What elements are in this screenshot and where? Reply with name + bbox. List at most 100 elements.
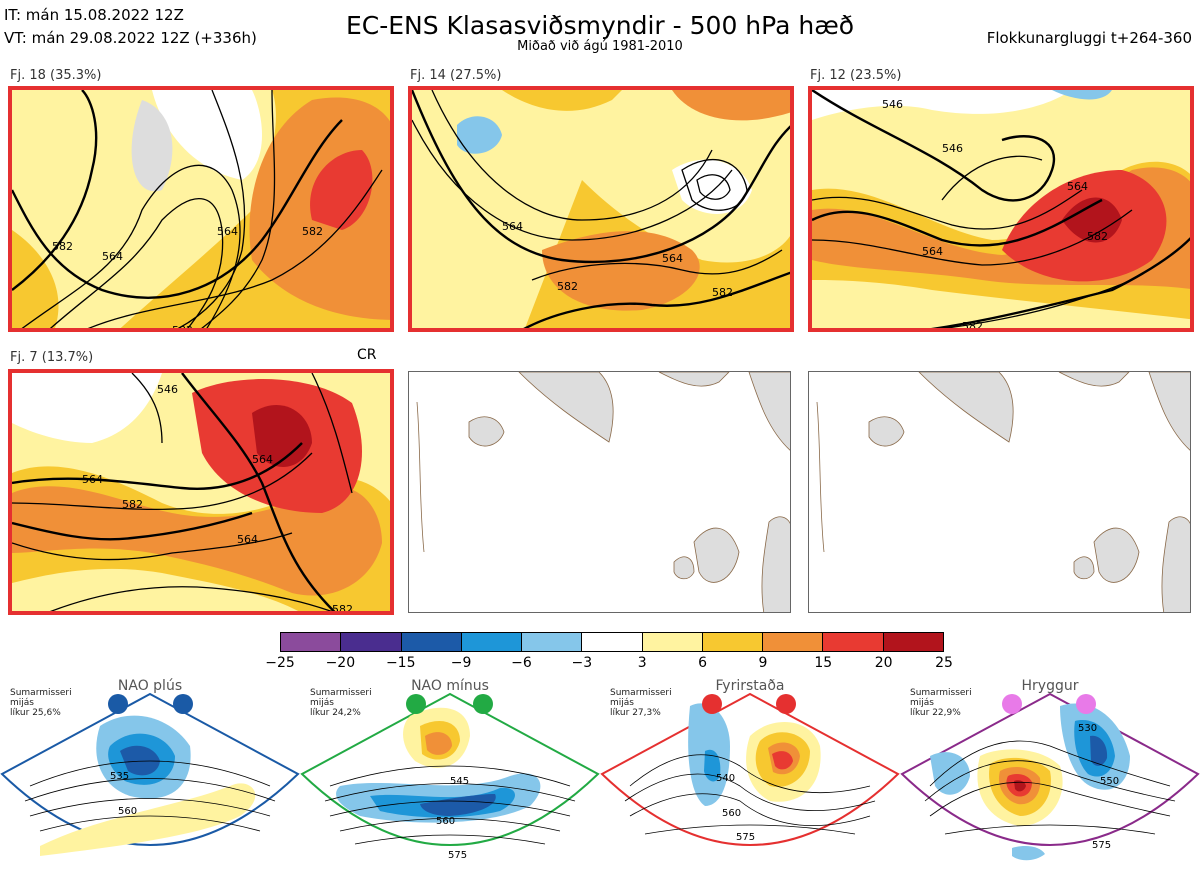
colorbar-tick-label: 20 [874, 655, 893, 671]
regime-blocking: 540 560 575 Fyrirstaða Sumarmisseri mijás… [600, 676, 900, 871]
colorbar-tick-label: 15 [814, 655, 833, 671]
cluster-4-contour-1: 564 [82, 473, 103, 486]
regime-1-contour-1: 560 [118, 806, 137, 817]
cluster-1-map-graphic: 564 582 582 564 582 [12, 90, 390, 332]
colorbar-swatch [823, 633, 884, 651]
cluster-3-label: Fj. 12 (23.5%) [810, 68, 902, 83]
regime-3-dot-left [702, 694, 722, 714]
cluster-window: Flokkunargluggi t+264-360 [986, 29, 1192, 47]
regime-4-info: Sumarmisseri mijás líkur 22,9% [910, 688, 972, 718]
cluster-3-contour-2: 564 [922, 245, 943, 258]
colorbar-swatch [281, 633, 342, 651]
issue-time: IT: mán 15.08.2022 12Z [4, 6, 184, 24]
colorbar-tick-label: −20 [325, 655, 356, 671]
cluster-1-contour-4: 582 [302, 225, 323, 238]
regime-nao-plus-graphic: 535 560 [0, 692, 300, 856]
cluster-1-contour-1: 582 [52, 240, 73, 253]
colorbar-swatch [642, 633, 703, 651]
cluster-2-map-graphic: 564 564 582 582 [412, 90, 790, 328]
regime-3-contour-2: 575 [736, 832, 755, 843]
cluster-4-tag: CR [357, 347, 377, 363]
regime-1-contour-0: 535 [110, 771, 129, 782]
colorbar-tick-label: −3 [571, 655, 593, 671]
regime-3-contour-0: 540 [716, 773, 735, 784]
regime-4-contour-1: 550 [1100, 776, 1119, 787]
cluster-3-contour-5: 582 [962, 320, 983, 332]
cluster-2-contour-1: 564 [662, 252, 683, 265]
regime-ridge: 530 550 575 Hryggur Sumarmisseri mijás lík… [900, 676, 1200, 871]
colorbar-tick-label: 25 [935, 655, 953, 671]
cluster-3-contour-4: 582 [1087, 230, 1108, 243]
valid-time: VT: mán 29.08.2022 12Z (+336h) [4, 29, 257, 47]
cluster-4-contour-5: 582 [332, 603, 353, 615]
regime-3-info: Sumarmisseri mijás líkur 27,3% [610, 688, 672, 718]
regime-ridge-graphic: 530 550 575 [900, 692, 1200, 861]
regime-3-name: Fyrirstaða [715, 678, 785, 694]
regime-2-name: NAO mínus [411, 678, 489, 694]
colorbar-swatch [702, 633, 764, 651]
empty-map-5 [408, 371, 791, 613]
colorbar-swatch [341, 633, 402, 651]
cluster-1-contour-3: 564 [217, 225, 238, 238]
regime-1-info: Sumarmisseri mijás líkur 25,6% [10, 688, 72, 718]
regime-2-dot-right [473, 694, 493, 714]
colorbar [280, 632, 944, 652]
regime-nao-plus: 535 560 NAO plús Sumarmisseri mijás líkur … [0, 676, 300, 871]
cluster-1-contour-0: 564 [102, 250, 123, 263]
colorbar-tick-label: −9 [450, 655, 472, 671]
cluster-2-map: 564 564 582 582 [408, 86, 794, 332]
colorbar-swatch [763, 633, 824, 651]
colorbar-swatch [461, 633, 523, 651]
cluster-2-contour-0: 564 [502, 220, 523, 233]
regime-blocking-graphic: 540 560 575 [600, 692, 900, 846]
colorbar-swatch [582, 633, 643, 651]
cluster-3-map-graphic: 546 546 564 564 582 582 [812, 90, 1190, 332]
regime-nao-minus-graphic: 545 560 575 [300, 692, 600, 861]
regime-1-dot-left [108, 694, 128, 714]
colorbar-swatch [883, 633, 943, 651]
regime-nao-minus: 545 560 575 NAO mínus Sumarmisseri mijás l… [300, 676, 600, 871]
cluster-3-contour-1: 546 [942, 142, 963, 155]
regime-4-name: Hryggur [1021, 678, 1079, 694]
page-title: EC-ENS Klasasviðsmyndir - 500 hPa hæð [345, 11, 855, 40]
regime-3-dot-right [776, 694, 796, 714]
regime-1-name: NAO plús [117, 678, 183, 694]
cluster-1-contour-2: 582 [172, 324, 193, 332]
colorbar-tick-label: 6 [698, 655, 707, 671]
cluster-2-contour-2: 582 [557, 280, 578, 293]
colorbar-swatch [522, 633, 583, 651]
cluster-4-map: 546 564 582 564 564 582 [8, 369, 394, 615]
regime-4-dot-left [1002, 694, 1022, 714]
cluster-3-contour-0: 546 [882, 98, 903, 111]
regime-2-contour-1: 560 [436, 816, 455, 827]
regime-3-contour-1: 560 [722, 808, 741, 819]
colorbar-tick-label: −6 [511, 655, 532, 671]
cluster-3-map: 546 546 564 564 582 582 [808, 86, 1194, 332]
cluster-4-contour-3: 564 [252, 453, 273, 466]
colorbar-tick-label: −25 [265, 655, 295, 671]
colorbar-tick-label: −15 [385, 655, 416, 671]
cluster-4-contour-4: 564 [237, 533, 258, 546]
colorbar-tick-label: 3 [637, 655, 647, 671]
regime-2-dot-left [406, 694, 426, 714]
regime-4-dot-right [1076, 694, 1096, 714]
cluster-2-label: Fj. 14 (27.5%) [410, 68, 502, 83]
regime-4-contour-0: 530 [1078, 723, 1097, 734]
colorbar-tick-label: 9 [758, 655, 768, 671]
regime-4-contour-2: 575 [1092, 840, 1111, 851]
regime-2-contour-2: 575 [448, 850, 467, 861]
cluster-1-map: 564 582 582 564 582 [8, 86, 394, 332]
empty-map-6-graphic [816, 372, 1190, 612]
regime-2-info: Sumarmisseri mijás líkur 24,2% [310, 688, 372, 718]
regime-2-contour-0: 545 [450, 776, 469, 787]
cluster-3-contour-3: 564 [1067, 180, 1088, 193]
cluster-2-contour-3: 582 [712, 286, 733, 299]
empty-map-5-graphic [416, 372, 790, 612]
empty-map-6 [808, 371, 1191, 613]
cluster-4-contour-2: 582 [122, 498, 143, 511]
cluster-4-map-graphic: 546 564 582 564 564 582 [12, 373, 390, 615]
colorbar-swatch [401, 633, 462, 651]
page-subtitle: Miðað við ágú 1981-2010 [517, 39, 683, 54]
cluster-1-label: Fj. 18 (35.3%) [10, 68, 102, 83]
cluster-4-contour-0: 546 [157, 383, 178, 396]
